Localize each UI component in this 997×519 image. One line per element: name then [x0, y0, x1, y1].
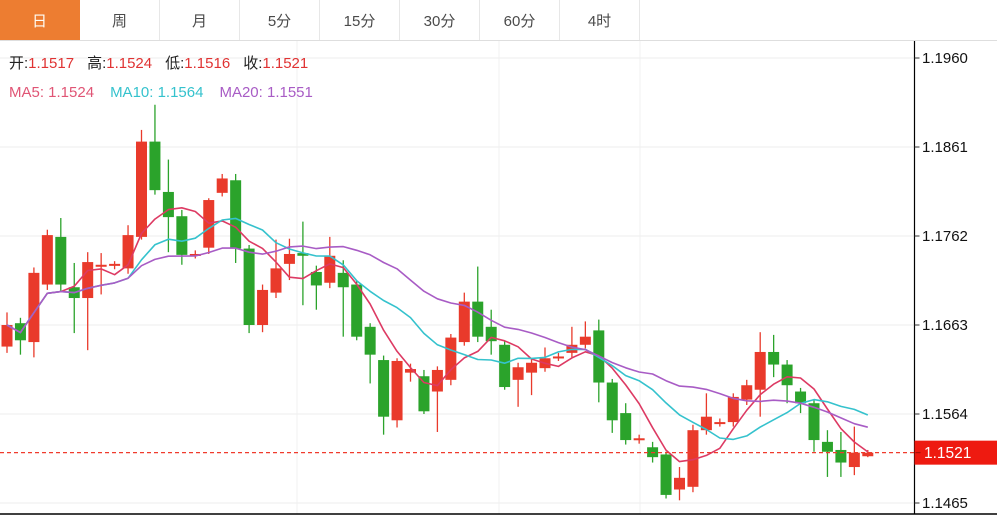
tab-日[interactable]: 日: [0, 0, 80, 40]
candle-body[interactable]: [741, 385, 753, 400]
ohlc-value-1: 1.1524: [106, 55, 153, 72]
candle-body[interactable]: [122, 235, 134, 269]
candle-body[interactable]: [82, 262, 94, 299]
ohlc-label-2: 低:: [165, 55, 185, 72]
candle-body[interactable]: [512, 367, 524, 380]
candle-body[interactable]: [55, 236, 67, 285]
candle-body[interactable]: [808, 403, 820, 441]
candle-body[interactable]: [176, 216, 188, 255]
candle-body[interactable]: [297, 253, 309, 256]
candle-body[interactable]: [795, 391, 807, 404]
ohlc-label-3: 收:: [243, 55, 263, 72]
y-axis-tick-3: 1.1663: [922, 317, 968, 334]
candle-body[interactable]: [95, 264, 107, 267]
candle-body[interactable]: [445, 337, 457, 380]
candle-body[interactable]: [109, 263, 121, 266]
tab-4时[interactable]: 4时: [560, 0, 640, 40]
candle-body[interactable]: [216, 178, 228, 193]
candle-body[interactable]: [835, 449, 847, 463]
candle-body[interactable]: [526, 362, 538, 373]
tab-15分[interactable]: 15分: [320, 0, 400, 40]
candle-body[interactable]: [714, 422, 726, 425]
ma-legend-item-ma5: MA5: 1.1524: [9, 84, 95, 101]
candle-body[interactable]: [324, 255, 336, 283]
candle-body[interactable]: [862, 452, 874, 457]
ma-legend: MA5: 1.1524 MA10: 1.1564 MA20: 1.1551: [9, 84, 329, 101]
candle-body[interactable]: [405, 369, 416, 373]
candle-body[interactable]: [378, 360, 390, 417]
candle-body[interactable]: [391, 360, 403, 421]
candle-body[interactable]: [499, 344, 511, 388]
tab-5分[interactable]: 5分: [240, 0, 320, 40]
candle-body[interactable]: [472, 301, 484, 337]
y-axis-tick-1: 1.1861: [922, 139, 968, 156]
candle-body[interactable]: [700, 416, 712, 431]
ma-lines: [6, 207, 869, 463]
candle-body[interactable]: [189, 253, 201, 256]
candle-body[interactable]: [754, 351, 766, 390]
candles[interactable]: [1, 104, 874, 501]
y-axis-tick-0: 1.1960: [922, 50, 968, 67]
last-price-badge-value: 1.1521: [924, 445, 971, 462]
ohlc-label-1: 高:: [87, 55, 107, 72]
gridlines: [0, 40, 915, 514]
candle-body[interactable]: [579, 336, 591, 345]
candle-body[interactable]: [821, 441, 833, 452]
candle-body[interactable]: [431, 369, 443, 392]
y-axis: 1.1960 1.1861 1.1762 1.1663 1.1564 1.1465: [0, 40, 997, 515]
ohlc-value-2: 1.1516: [184, 55, 231, 72]
y-axis-tick-4: 1.1564: [922, 406, 968, 423]
candle-body[interactable]: [458, 301, 470, 343]
candle-body[interactable]: [230, 180, 242, 249]
candle-body[interactable]: [243, 248, 255, 326]
tabbar-filler: [640, 0, 997, 40]
candle-body[interactable]: [485, 326, 497, 342]
candle-body[interactable]: [28, 272, 40, 343]
candle-body[interactable]: [768, 351, 780, 365]
candle-body[interactable]: [351, 284, 363, 337]
candle-body[interactable]: [418, 376, 430, 412]
candle-body[interactable]: [149, 141, 161, 191]
tab-30分[interactable]: 30分: [400, 0, 480, 40]
candle-body[interactable]: [727, 396, 739, 423]
ma-legend-item-ma10: MA10: 1.1564: [110, 84, 204, 101]
y-axis-tick-2: 1.1762: [922, 228, 968, 245]
ohlc-value-3: 1.1521: [262, 55, 309, 72]
candle-body[interactable]: [552, 356, 564, 359]
candle-body[interactable]: [633, 438, 645, 441]
ohlc-value-0: 1.1517: [28, 55, 75, 72]
candle-body[interactable]: [136, 141, 147, 237]
y-axis-tick-5: 1.1465: [922, 495, 968, 512]
candle-body[interactable]: [310, 271, 322, 286]
candle-body[interactable]: [687, 430, 699, 487]
tab-月[interactable]: 月: [160, 0, 240, 40]
candle-body[interactable]: [270, 268, 282, 293]
last-price-badge: 1.1521: [914, 440, 997, 465]
candle-body[interactable]: [162, 191, 174, 218]
candle-body[interactable]: [848, 452, 860, 468]
candle-body[interactable]: [620, 413, 632, 441]
candle-body[interactable]: [283, 253, 295, 264]
ma10-line: [6, 217, 869, 441]
timeframe-tabbar: 日周月 5分 15分 30分 60分 4时: [0, 0, 997, 41]
candle-body[interactable]: [606, 382, 618, 421]
candle-body[interactable]: [781, 364, 793, 386]
candle-body[interactable]: [41, 235, 53, 285]
candle-body[interactable]: [257, 289, 269, 326]
ohlc-legend: 开:1.1517 高:1.1524 低:1.1516 收:1.1521: [9, 52, 321, 73]
ma20-line: [6, 245, 869, 428]
ohlc-label-0: 开:: [9, 55, 29, 72]
candle-body[interactable]: [364, 326, 376, 355]
tab-60分[interactable]: 60分: [480, 0, 560, 40]
tab-周[interactable]: 周: [80, 0, 160, 40]
candle-body[interactable]: [660, 454, 672, 495]
candle-body[interactable]: [674, 477, 685, 490]
ma-legend-item-ma20: MA20: 1.1551: [219, 84, 313, 101]
candle-body[interactable]: [337, 272, 349, 288]
candle-body[interactable]: [1, 325, 13, 347]
ma5-line: [6, 207, 869, 463]
